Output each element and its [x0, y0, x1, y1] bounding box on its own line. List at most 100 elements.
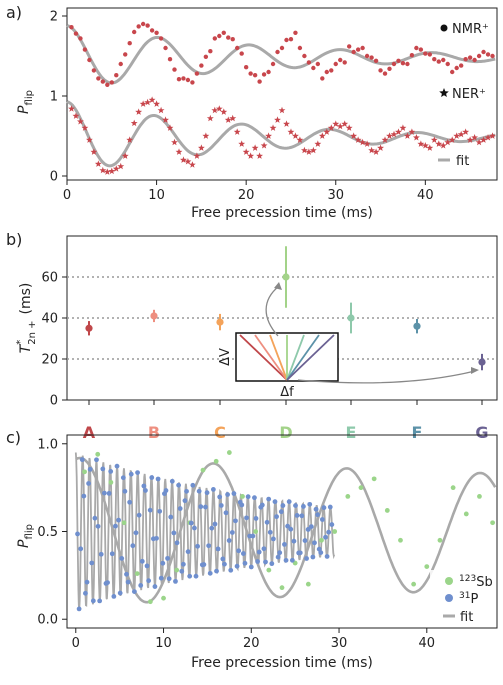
p-point [130, 543, 136, 549]
p-point [188, 520, 194, 526]
ner-point [448, 136, 456, 143]
ner-point [130, 119, 138, 127]
inset-line [286, 334, 305, 381]
ner-point [363, 140, 371, 147]
category-label: C [214, 423, 226, 442]
p-point [218, 503, 224, 508]
p-point [79, 457, 85, 463]
sb-point [477, 494, 482, 499]
y-tick-label: 60 [41, 271, 58, 286]
p-point [203, 504, 208, 510]
nmr-point [427, 52, 433, 57]
ner-point [462, 128, 470, 135]
p-point [267, 529, 273, 535]
p-point [242, 560, 248, 566]
panel-b-error-bars [85, 246, 486, 371]
category-label: D [279, 423, 292, 442]
p-point [204, 490, 210, 496]
p-point [108, 469, 114, 474]
ner-point [318, 132, 326, 139]
ner-point [184, 158, 192, 165]
p-point [185, 549, 191, 555]
nmr-point [185, 77, 191, 83]
p-point [299, 513, 305, 519]
nmr-point [266, 69, 271, 75]
panel-c-fit-lines [74, 452, 497, 610]
ner-point [444, 138, 452, 146]
p-point [312, 540, 317, 546]
inset-line [286, 334, 320, 381]
p-point [261, 546, 267, 552]
p-point [264, 519, 270, 525]
fit-line-p [74, 452, 336, 610]
p-point [131, 589, 137, 594]
ner-point [121, 152, 129, 159]
p-point [234, 563, 240, 569]
legend-sb-marker [445, 577, 453, 585]
p-point [323, 534, 328, 540]
p-point [245, 494, 251, 500]
ner-point [381, 136, 389, 143]
ner-point [265, 132, 272, 139]
ner-point [430, 136, 438, 143]
ner-point [484, 134, 492, 141]
nmr-point [78, 36, 83, 41]
p-point [187, 573, 193, 579]
sb-point [213, 458, 219, 464]
y-tick-label: 2 [50, 10, 58, 25]
nmr-point [338, 57, 343, 63]
ner-point [238, 140, 246, 147]
p-point [240, 551, 246, 556]
nmr-point [414, 45, 419, 51]
p-point [198, 504, 204, 510]
nmr-point [257, 79, 262, 84]
nmr-point [373, 58, 379, 63]
ner-point [439, 142, 447, 149]
panel-a-y-ticks: 0 1 2 [50, 10, 67, 185]
ner-point [260, 142, 268, 149]
sb-point [134, 571, 140, 577]
arrow-to-g [297, 370, 476, 384]
p-point [212, 521, 218, 527]
value-point [282, 273, 290, 281]
ner-point [274, 116, 281, 123]
p-point [144, 563, 150, 569]
p-point [76, 606, 82, 612]
sb-point [345, 494, 351, 499]
nmr-point [123, 52, 128, 57]
nmr-point [248, 71, 253, 76]
ner-point [148, 96, 156, 103]
panel-c-y-label: Pflip [16, 524, 35, 548]
panel-c-x-ticks: 0 10 20 30 40 [72, 628, 435, 651]
ner-point [480, 136, 487, 143]
sb-point [253, 529, 259, 534]
p-point [179, 568, 185, 574]
p-point [326, 529, 332, 535]
nmr-point [176, 77, 182, 82]
p-point [282, 541, 287, 547]
p-point [327, 504, 333, 510]
ner-point [457, 130, 465, 138]
ner-point [77, 118, 84, 125]
y-tick-label: 40 [41, 312, 58, 327]
nmr-point [270, 61, 276, 67]
ner-point [421, 142, 429, 149]
nmr-point [118, 61, 123, 67]
category-label: G [475, 423, 488, 442]
p-point [119, 555, 125, 561]
ner-point [103, 168, 111, 175]
panel-c: c) 0 10 20 30 40 0.0 0.5 1.0 Free precession t… [6, 428, 498, 671]
sb-point [95, 451, 101, 457]
nmr-point [127, 41, 132, 46]
x-tick-label: 0 [72, 636, 80, 651]
nmr-point [140, 21, 146, 27]
p-point [307, 501, 313, 507]
p-point [125, 579, 131, 585]
nmr-point [190, 80, 195, 85]
p-point [274, 514, 279, 520]
p-point [289, 557, 295, 563]
sb-point [266, 567, 272, 573]
ner-point [94, 160, 102, 167]
inset-line [254, 334, 288, 381]
p-point [288, 526, 294, 532]
